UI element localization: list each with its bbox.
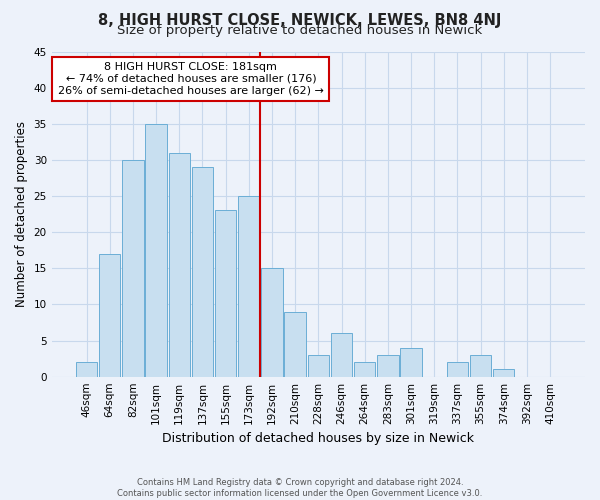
Bar xyxy=(238,196,259,376)
Bar xyxy=(470,355,491,376)
Text: Size of property relative to detached houses in Newick: Size of property relative to detached ho… xyxy=(118,24,482,37)
Bar xyxy=(284,312,306,376)
Bar xyxy=(99,254,121,376)
Text: 8, HIGH HURST CLOSE, NEWICK, LEWES, BN8 4NJ: 8, HIGH HURST CLOSE, NEWICK, LEWES, BN8 … xyxy=(98,12,502,28)
Bar xyxy=(262,268,283,376)
Bar xyxy=(215,210,236,376)
Bar xyxy=(377,355,398,376)
Bar xyxy=(308,355,329,376)
Y-axis label: Number of detached properties: Number of detached properties xyxy=(15,121,28,307)
Bar xyxy=(447,362,468,376)
X-axis label: Distribution of detached houses by size in Newick: Distribution of detached houses by size … xyxy=(163,432,475,445)
Bar xyxy=(400,348,422,376)
Bar xyxy=(493,370,514,376)
Bar xyxy=(331,334,352,376)
Text: 8 HIGH HURST CLOSE: 181sqm
← 74% of detached houses are smaller (176)
26% of sem: 8 HIGH HURST CLOSE: 181sqm ← 74% of deta… xyxy=(58,62,324,96)
Bar xyxy=(354,362,376,376)
Bar xyxy=(169,152,190,376)
Bar xyxy=(122,160,143,376)
Bar xyxy=(145,124,167,376)
Bar xyxy=(76,362,97,376)
Bar xyxy=(192,167,213,376)
Text: Contains HM Land Registry data © Crown copyright and database right 2024.
Contai: Contains HM Land Registry data © Crown c… xyxy=(118,478,482,498)
